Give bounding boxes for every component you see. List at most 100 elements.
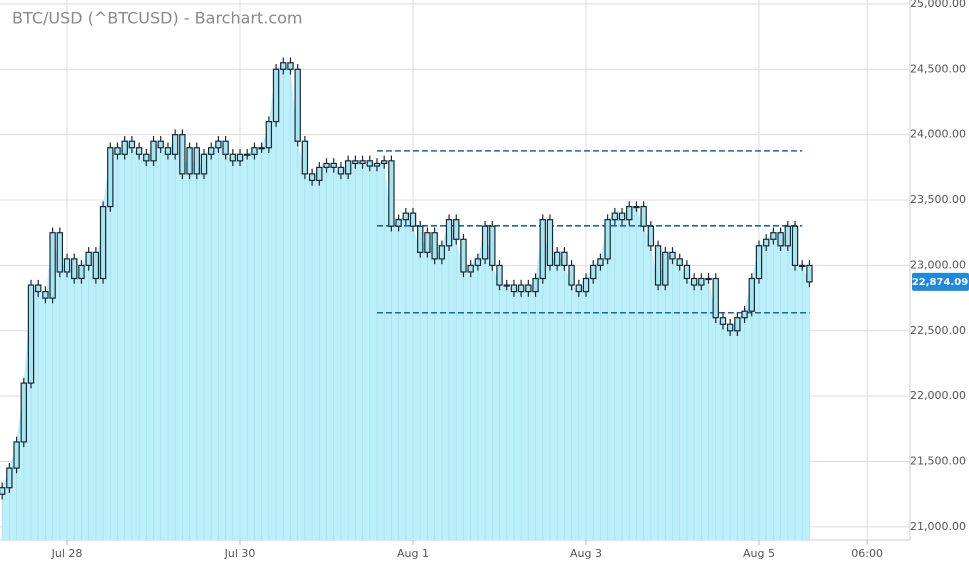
candle-body [647,225,655,247]
y-tick-label: 24,000.00 [910,128,966,141]
candle-body [438,245,446,260]
candle-body [215,140,222,149]
candle-body [402,212,410,221]
candle-body [568,264,575,286]
chart-title: BTC/USD (^BTCUSD) - Barchart.com [12,9,303,28]
candle-body [287,62,294,70]
candle-body [539,219,546,280]
candle-body [561,251,568,267]
candle-body [510,284,518,293]
candle-body [35,284,42,293]
candle-body [734,317,741,332]
candle-body [272,68,280,123]
candle-body [323,162,330,168]
candle-body [662,251,669,286]
y-tick-label: 24,500.00 [910,62,966,75]
candle-body [698,277,705,286]
candle-body [337,166,345,175]
candle-body [150,140,157,162]
candle-body [308,173,316,182]
candle-body [236,153,244,162]
candle-body [626,205,633,221]
candle-body [78,264,85,280]
candle-body [604,219,611,260]
candle-body [669,251,676,260]
candle-body [251,147,258,155]
candle-body [409,212,417,227]
candle-body [748,277,755,312]
candle-body [431,232,438,260]
candle-body [171,134,179,155]
x-tick-label: Aug 3 [570,547,602,560]
y-tick-label: 23,500.00 [910,193,966,206]
candle-body [395,219,402,227]
candle-body [13,441,20,469]
candle-body [56,232,64,273]
candle-body [532,277,539,293]
candle-body [6,467,13,489]
candle-body [164,147,172,155]
y-tick-label: 22,000.00 [910,389,966,402]
candle-body [128,140,136,149]
candle-body [755,245,763,280]
candle-body [388,160,395,227]
candle-body [186,147,193,175]
candle-body [597,258,604,267]
y-tick-label: 22,500.00 [910,324,966,337]
y-tick-label: 23,000.00 [910,258,966,271]
candle-body [20,382,27,443]
candle-body [193,147,200,175]
candle-body [330,162,337,168]
candle-body [791,225,799,267]
y-tick-label: 25,000.00 [910,0,966,10]
candle-body [244,153,251,156]
candle-body [301,140,309,175]
candle-body [352,160,359,165]
candle-body [481,225,489,260]
candle-body [453,219,460,240]
candle-body [633,205,640,209]
candle-body [222,140,229,155]
last-price-label: 22,874.09 [912,277,968,288]
candle-body [49,232,56,299]
last-price-tag [912,272,969,291]
x-tick-label: Aug 1 [397,547,429,560]
candle-body [200,153,208,175]
candle-body [525,284,532,293]
candle-body [806,264,813,283]
candle-body [294,68,301,142]
candle-body [726,323,734,332]
candle-body [380,160,388,165]
candle-body [719,317,727,325]
x-tick-label: Jul 28 [51,547,83,560]
candle-body [121,140,128,155]
candle-body [27,284,35,384]
candle-body [474,258,482,267]
x-tick-label: Jul 30 [224,547,256,560]
candle-body [445,219,453,247]
candle-body [143,153,150,162]
candle-body [85,251,92,267]
candle-body [265,120,273,149]
candle-body [366,160,373,167]
x-tick-label: Aug 5 [743,547,775,560]
candle-body [135,147,143,155]
candle-body [207,147,215,155]
candle-body [92,251,100,280]
candle-body [683,264,691,280]
candle-body [344,160,352,175]
candle-body [799,264,806,268]
candle-body [611,212,619,221]
candle-body [229,153,237,162]
candle-body [770,232,777,240]
candle-body [712,277,719,319]
candle-body [114,147,121,155]
candle-body [690,277,698,286]
candle-body [517,284,525,293]
candle-body [553,251,561,267]
x-tick-label: 06:00 [851,547,883,560]
candle-body [640,205,647,227]
candle-body [157,140,164,149]
candle-body [654,245,662,286]
